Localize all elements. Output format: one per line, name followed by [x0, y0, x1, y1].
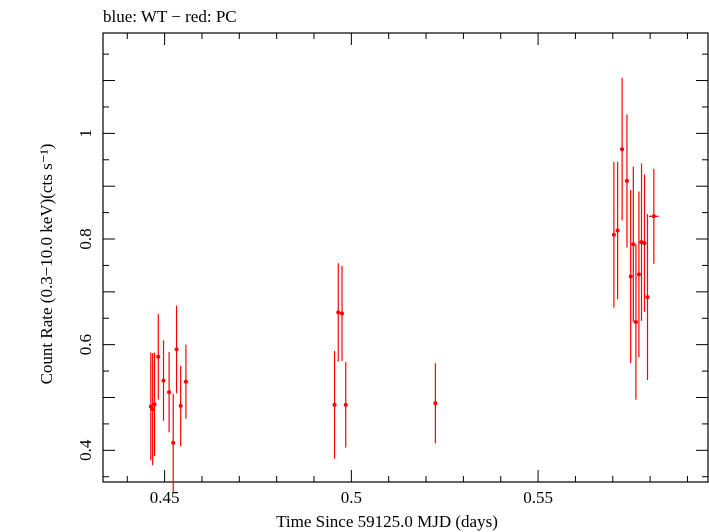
data-point — [636, 191, 641, 358]
data-point — [615, 161, 620, 300]
point-marker — [631, 242, 636, 247]
point-marker — [152, 402, 157, 407]
data-point — [631, 166, 636, 322]
point-marker — [171, 440, 176, 445]
data-point — [161, 340, 166, 421]
axis-ticks — [103, 33, 708, 482]
data-point — [648, 168, 659, 264]
point-marker — [433, 401, 438, 406]
point-marker — [651, 214, 656, 219]
data-point — [633, 244, 638, 400]
data-point — [174, 305, 179, 394]
data-point — [171, 393, 176, 493]
data-point — [150, 353, 155, 466]
point-marker — [611, 232, 616, 237]
data-point — [433, 363, 438, 444]
data-point — [332, 350, 337, 459]
point-marker — [183, 379, 188, 384]
axis-tick-labels: 0.45 0.5 0.55 0.4 0.6 0.8 1 — [76, 129, 553, 507]
point-marker — [150, 407, 155, 412]
point-marker — [628, 274, 633, 279]
data-point — [336, 263, 341, 362]
data-point — [642, 174, 647, 312]
data-point — [611, 161, 616, 308]
point-marker — [620, 147, 625, 152]
point-marker — [340, 311, 345, 316]
x-tick-label: 0.55 — [523, 488, 553, 507]
y-axis-label: Count Rate (0.3−10.0 keV)(cts s⁻¹) — [37, 144, 56, 385]
point-marker — [633, 319, 638, 324]
x-axis-label: Time Since 59125.0 MJD (days) — [276, 512, 498, 531]
data-point — [167, 352, 172, 433]
y-tick-label: 1 — [76, 129, 95, 138]
data-point — [645, 214, 650, 381]
point-marker — [642, 241, 647, 246]
point-marker — [343, 402, 348, 407]
data-point — [178, 365, 183, 447]
data-point — [620, 77, 625, 221]
point-marker — [645, 295, 650, 300]
point-marker — [156, 354, 161, 359]
point-marker — [174, 347, 179, 352]
data-points — [148, 77, 659, 493]
point-marker — [167, 390, 172, 395]
data-point — [343, 362, 348, 448]
point-marker — [636, 272, 641, 277]
point-marker — [336, 310, 341, 315]
data-point — [152, 352, 157, 457]
x-tick-label: 0.5 — [341, 488, 362, 507]
x-tick-label: 0.45 — [150, 488, 180, 507]
data-point — [156, 314, 161, 400]
point-marker — [624, 178, 629, 183]
chart-title: blue: WT − red: PC — [103, 7, 237, 26]
point-marker — [178, 403, 183, 408]
point-marker — [332, 402, 337, 407]
point-marker — [161, 378, 166, 383]
point-marker — [615, 228, 620, 233]
data-point — [183, 344, 189, 419]
data-point — [624, 114, 629, 248]
plot-frame — [102, 32, 709, 483]
y-tick-label: 0.6 — [76, 334, 95, 355]
data-point — [628, 189, 633, 364]
data-point — [340, 265, 345, 362]
y-tick-label: 0.8 — [76, 228, 95, 249]
y-tick-label: 0.4 — [76, 439, 95, 461]
